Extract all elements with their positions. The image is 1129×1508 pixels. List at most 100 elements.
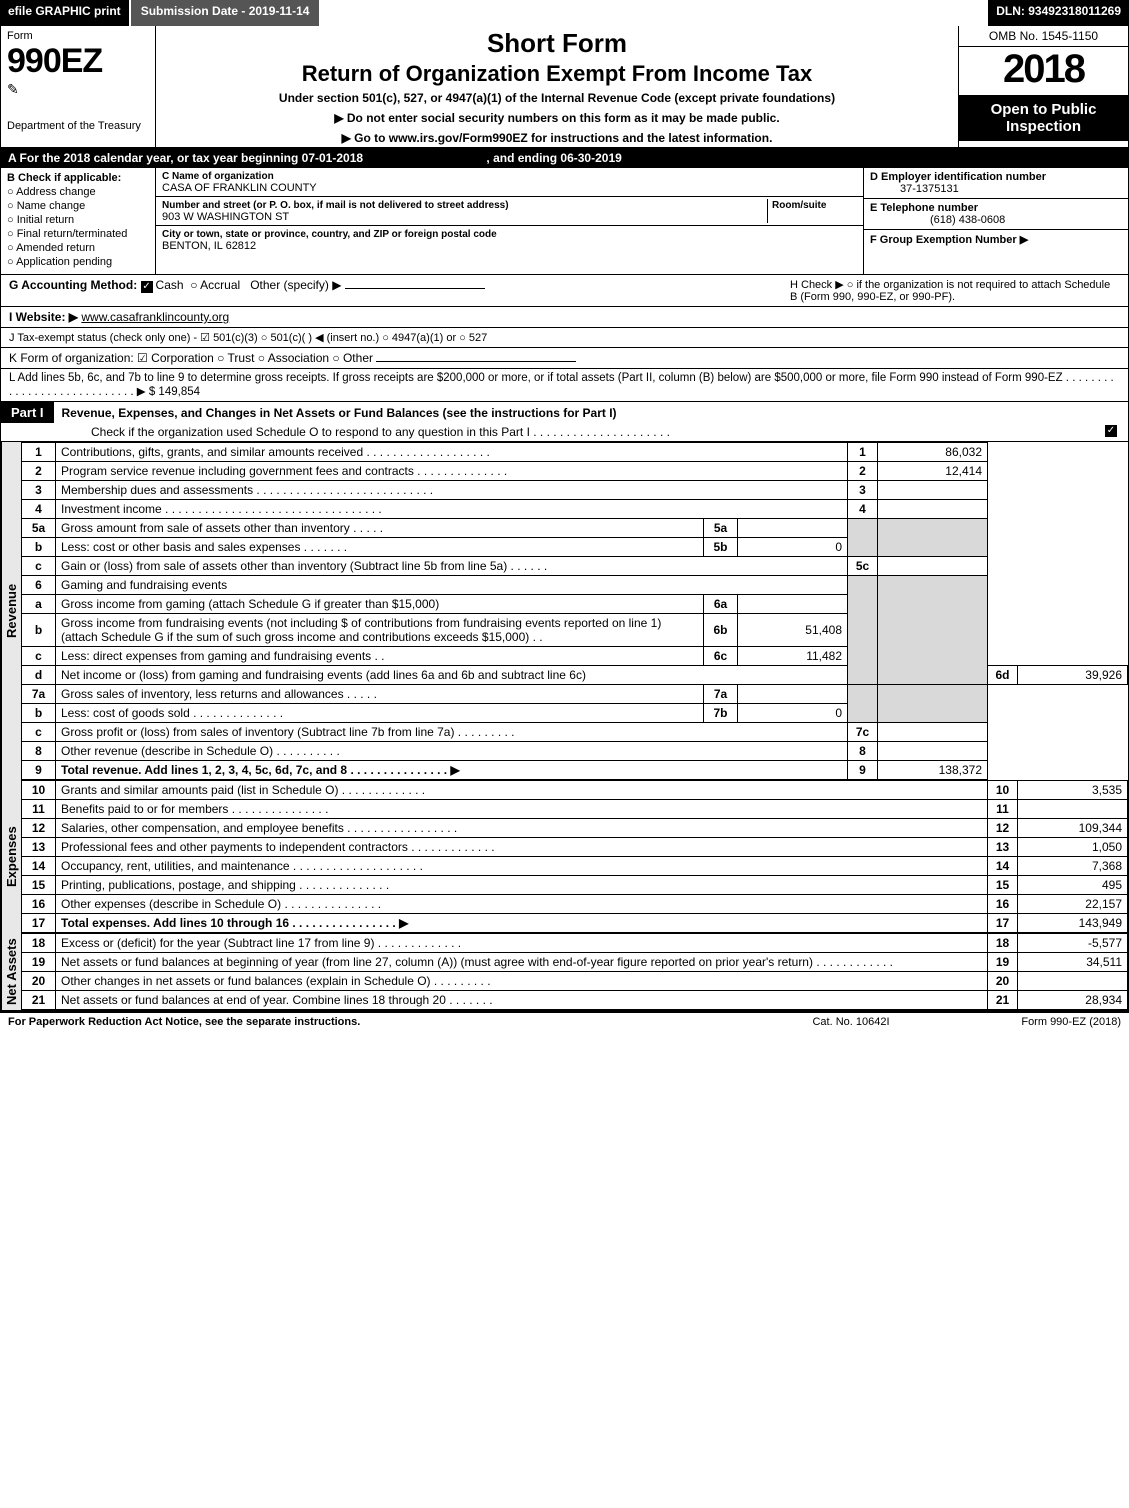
l19-box: 19 bbox=[988, 953, 1018, 972]
l6a-num: a bbox=[22, 595, 56, 614]
g-accrual: Accrual bbox=[200, 278, 240, 292]
l11-amt bbox=[1018, 800, 1128, 819]
top-bar: efile GRAPHIC print Submission Date - 20… bbox=[0, 0, 1129, 26]
chk-cash-icon[interactable]: ✓ bbox=[141, 281, 153, 293]
l5-greybox bbox=[848, 519, 878, 557]
chk-final-return[interactable]: Final return/terminated bbox=[7, 228, 149, 240]
l6b-desc: Gross income from fundraising events (no… bbox=[56, 614, 704, 647]
l7c-num: c bbox=[22, 723, 56, 742]
line-11: 11 Benefits paid to or for members . . .… bbox=[22, 800, 1128, 819]
l5c-box: 5c bbox=[848, 557, 878, 576]
period-begin: A For the 2018 calendar year, or tax yea… bbox=[8, 151, 363, 165]
row-k: K Form of organization: ☑ Corporation ○ … bbox=[0, 348, 1129, 369]
part1-header-row: Part I Revenue, Expenses, and Changes in… bbox=[0, 402, 1129, 442]
l11-box: 11 bbox=[988, 800, 1018, 819]
l9-box: 9 bbox=[848, 761, 878, 780]
footer-center: Cat. No. 10642I bbox=[761, 1016, 941, 1028]
l11-desc: Benefits paid to or for members . . . . … bbox=[56, 800, 988, 819]
page-footer: For Paperwork Reduction Act Notice, see … bbox=[0, 1011, 1129, 1031]
l9-num: 9 bbox=[22, 761, 56, 780]
l14-desc: Occupancy, rent, utilities, and maintena… bbox=[56, 857, 988, 876]
org-name: CASA OF FRANKLIN COUNTY bbox=[162, 182, 317, 194]
l10-amt: 3,535 bbox=[1018, 781, 1128, 800]
expenses-section: Expenses 10 Grants and similar amounts p… bbox=[0, 780, 1129, 933]
l7-greyamt bbox=[878, 685, 988, 723]
topbar-spacer bbox=[321, 0, 988, 26]
chk-initial-return[interactable]: Initial return bbox=[7, 214, 149, 226]
l6-greybox bbox=[848, 576, 878, 685]
l16-desc: Other expenses (describe in Schedule O) … bbox=[56, 895, 988, 914]
l17-num: 17 bbox=[22, 914, 56, 933]
city-state-zip: BENTON, IL 62812 bbox=[162, 240, 256, 252]
line-19: 19 Net assets or fund balances at beginn… bbox=[22, 953, 1128, 972]
l6d-num: d bbox=[22, 666, 56, 685]
addr-label: Number and street (or P. O. box, if mail… bbox=[162, 200, 509, 211]
phone-cell: E Telephone number (618) 438-0608 bbox=[864, 199, 1128, 230]
line-10: 10 Grants and similar amounts paid (list… bbox=[22, 781, 1128, 800]
line-1: 1 Contributions, gifts, grants, and simi… bbox=[22, 443, 1128, 462]
g-label: G Accounting Method: bbox=[9, 278, 137, 292]
l19-desc: Net assets or fund balances at beginning… bbox=[56, 953, 988, 972]
l6a-desc: Gross income from gaming (attach Schedul… bbox=[56, 595, 704, 614]
l21-amt: 28,934 bbox=[1018, 991, 1128, 1010]
under-section-text: Under section 501(c), 527, or 4947(a)(1)… bbox=[160, 91, 954, 105]
website-link[interactable]: www.casafranklincounty.org bbox=[81, 310, 229, 324]
l16-num: 16 bbox=[22, 895, 56, 914]
section-b-label: B Check if applicable: bbox=[7, 172, 149, 184]
department-label: Department of the Treasury bbox=[7, 120, 149, 132]
g-other: Other (specify) ▶ bbox=[250, 278, 341, 292]
l6d-box: 6d bbox=[988, 666, 1018, 685]
l4-num: 4 bbox=[22, 500, 56, 519]
l5c-desc: Gain or (loss) from sale of assets other… bbox=[56, 557, 848, 576]
l6b-num: b bbox=[22, 614, 56, 647]
f-label: F Group Exemption Number ▶ bbox=[870, 234, 1028, 246]
l7a-desc: Gross sales of inventory, less returns a… bbox=[56, 685, 704, 704]
l7b-num: b bbox=[22, 704, 56, 723]
chk-application-pending[interactable]: Application pending bbox=[7, 256, 149, 268]
l14-box: 14 bbox=[988, 857, 1018, 876]
row-g: G Accounting Method: ✓Cash ○ Accrual Oth… bbox=[9, 278, 790, 303]
omb-number: OMB No. 1545-1150 bbox=[959, 26, 1128, 47]
efile-label[interactable]: efile GRAPHIC print bbox=[0, 0, 129, 26]
line-4: 4 Investment income . . . . . . . . . . … bbox=[22, 500, 1128, 519]
goto-text[interactable]: ▶ Go to www.irs.gov/Form990EZ for instru… bbox=[342, 131, 773, 145]
phone-value: (618) 438-0608 bbox=[930, 214, 1005, 226]
l12-amt: 109,344 bbox=[1018, 819, 1128, 838]
submission-date[interactable]: Submission Date - 2019-11-14 bbox=[129, 0, 322, 26]
l17-box: 17 bbox=[988, 914, 1018, 933]
l5b-sub: 0 bbox=[738, 538, 848, 557]
k-text: K Form of organization: ☑ Corporation ○ … bbox=[9, 351, 373, 365]
section-def: D Employer identification number 37-1375… bbox=[863, 168, 1128, 274]
revenue-section: Revenue 1 Contributions, gifts, grants, … bbox=[0, 442, 1129, 780]
row-i: I Website: ▶ www.casafranklincounty.org bbox=[0, 307, 1129, 328]
room-label: Room/suite bbox=[772, 200, 826, 211]
l7b-desc: Less: cost of goods sold . . . . . . . .… bbox=[56, 704, 704, 723]
l8-amt bbox=[878, 742, 988, 761]
line-13: 13 Professional fees and other payments … bbox=[22, 838, 1128, 857]
line-8: 8 Other revenue (describe in Schedule O)… bbox=[22, 742, 1128, 761]
l9-amt: 138,372 bbox=[878, 761, 988, 780]
line-6: 6 Gaming and fundraising events bbox=[22, 576, 1128, 595]
chk-amended-return[interactable]: Amended return bbox=[7, 242, 149, 254]
row-h: H Check ▶ ○ if the organization is not r… bbox=[790, 278, 1120, 303]
open-to-public: Open to Public Inspection bbox=[959, 95, 1128, 141]
line-9: 9 Total revenue. Add lines 1, 2, 3, 4, 5… bbox=[22, 761, 1128, 780]
line-15: 15 Printing, publications, postage, and … bbox=[22, 876, 1128, 895]
l1-num: 1 bbox=[22, 443, 56, 462]
chk-name-change[interactable]: Name change bbox=[7, 200, 149, 212]
line-5c: c Gain or (loss) from sale of assets oth… bbox=[22, 557, 1128, 576]
l3-amt bbox=[878, 481, 988, 500]
l6a-box: 6a bbox=[704, 595, 738, 614]
org-name-cell: C Name of organization CASA OF FRANKLIN … bbox=[156, 168, 863, 197]
l1-desc: Contributions, gifts, grants, and simila… bbox=[56, 443, 848, 462]
chk-address-change[interactable]: Address change bbox=[7, 186, 149, 198]
l6c-box: 6c bbox=[704, 647, 738, 666]
l17-amt: 143,949 bbox=[1018, 914, 1128, 933]
l12-num: 12 bbox=[22, 819, 56, 838]
l20-num: 20 bbox=[22, 972, 56, 991]
l5a-desc: Gross amount from sale of assets other t… bbox=[56, 519, 704, 538]
l5-greyamt bbox=[878, 519, 988, 557]
side-revenue: Revenue bbox=[1, 442, 21, 780]
schedule-o-check-icon[interactable]: ✓ bbox=[1105, 425, 1117, 437]
l2-desc: Program service revenue including govern… bbox=[56, 462, 848, 481]
